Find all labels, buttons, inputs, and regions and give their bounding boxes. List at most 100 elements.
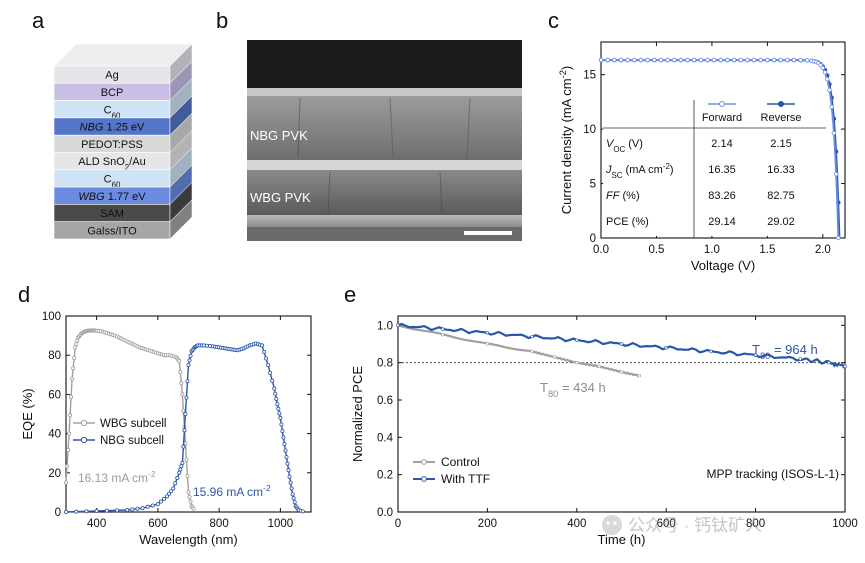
legend-label: Control: [441, 455, 480, 469]
data-point-nbg: [284, 455, 289, 460]
data-point-wbg: [73, 345, 78, 350]
data-point-forward: [738, 57, 743, 63]
stack-layer-label: Galss/ITO: [87, 225, 137, 237]
annotation-wbg-jsc: 16.13 mA cm-2: [78, 469, 156, 485]
data-point-forward: [625, 57, 630, 63]
table-cell-reverse: 16.33: [767, 164, 795, 176]
data-point-wbg: [64, 480, 69, 485]
data-point-forward: [698, 57, 704, 63]
data-point-forward: [598, 57, 604, 63]
data-point-nbg: [179, 464, 184, 469]
data-point-nbg: [185, 379, 190, 384]
data-point-forward: [665, 57, 670, 63]
data-point-forward: [831, 130, 837, 136]
y-tick-label: 60: [48, 389, 61, 401]
x-axis-label: Time (h): [598, 532, 646, 547]
data-point-nbg: [74, 509, 79, 514]
data-point-forward: [836, 235, 841, 241]
data-point-nbg: [281, 435, 286, 440]
data-point-nbg: [84, 509, 89, 514]
x-tick-label: 400: [87, 518, 106, 530]
panel-letter-a: a: [32, 8, 45, 33]
data-point-forward: [833, 171, 839, 177]
data-point-nbg: [173, 481, 178, 486]
data-point-ttf: [396, 323, 400, 328]
x-tick-label: 800: [210, 518, 229, 530]
data-point-nbg: [282, 442, 287, 447]
table-cell-reverse: 2.15: [770, 138, 791, 150]
stack-layer-label: SAM: [100, 208, 124, 220]
data-point-forward: [791, 57, 797, 63]
data-point-ttf: [575, 338, 579, 342]
data-point-control: [575, 360, 579, 365]
data-point-nbg: [125, 508, 130, 513]
data-point-forward: [605, 57, 610, 63]
data-point-control: [530, 349, 534, 354]
data-point-forward: [818, 62, 823, 68]
legend-marker: [80, 419, 88, 427]
data-point-nbg: [64, 509, 69, 514]
data-point-forward: [758, 57, 763, 63]
data-point-nbg: [104, 508, 109, 513]
data-point-forward: [827, 87, 832, 93]
legend-marker-forward: [719, 101, 725, 107]
data-point-forward: [745, 57, 750, 63]
stack-top-face: [53, 43, 193, 67]
data-point-nbg: [277, 411, 282, 416]
data-point-nbg: [187, 358, 192, 363]
y-axis-label: Normalized PCE: [350, 366, 365, 462]
y-tick-label: 10: [583, 124, 596, 136]
data-point-forward: [798, 57, 803, 63]
data-point-nbg: [181, 444, 186, 449]
data-point-ttf: [843, 364, 847, 369]
legend-marker: [421, 476, 427, 482]
table-cell-reverse: 82.75: [767, 190, 795, 202]
data-point-forward: [820, 65, 826, 71]
data-point-forward: [825, 77, 830, 82]
data-point-forward: [632, 57, 637, 63]
x-tick-label: 600: [657, 518, 676, 530]
legend-marker: [80, 436, 88, 444]
table-background: [603, 100, 811, 236]
plot-frame: [397, 315, 846, 513]
data-point-forward: [658, 57, 664, 63]
panel-letter-d: d: [18, 282, 30, 307]
data-point-nbg: [167, 491, 172, 496]
y-axis-label: Current density (mA cm-2): [558, 66, 574, 214]
data-point-control: [552, 355, 557, 359]
x-tick-label: 1000: [268, 518, 294, 530]
data-point-wbg: [65, 464, 70, 469]
table-header-forward: Forward: [702, 112, 742, 124]
table-cell-forward: 2.14: [711, 138, 732, 150]
y-tick-label: 100: [42, 311, 61, 323]
y-axis-label: EQE (%): [20, 388, 35, 439]
x-tick-label: 2.0: [815, 244, 831, 256]
y-tick-label: 0.6: [377, 395, 393, 407]
stack-layer-label: C60: [104, 173, 121, 189]
stack-layer-label: Ag: [105, 70, 118, 82]
data-point-nbg: [184, 395, 189, 400]
data-point-forward: [778, 57, 783, 63]
x-tick-label: 0: [395, 518, 401, 530]
data-point-nbg: [268, 370, 273, 375]
table-cell-forward: 29.14: [708, 216, 736, 228]
data-point-wbg: [179, 381, 184, 386]
chart-stability: 0 200 400 600 800 1000 0.0 0.2 0.4 0.6 0.8 1.0 Time …: [350, 315, 858, 547]
x-tick-label: 800: [746, 518, 765, 530]
data-point-nbg: [273, 391, 278, 396]
data-point-forward: [645, 57, 650, 63]
data-point-nbg: [161, 496, 166, 501]
panel-letter-b: b: [216, 8, 228, 33]
data-point-forward: [805, 58, 810, 63]
sem-label-wbg: WBG PVK: [250, 190, 311, 205]
table-cell-reverse: 29.02: [767, 216, 795, 228]
wechat-icon: [602, 515, 622, 535]
data-point-nbg: [279, 422, 284, 427]
data-point-forward: [618, 57, 624, 63]
data-point-ttf: [753, 353, 758, 357]
x-axis-label: Voltage (V): [691, 258, 755, 273]
data-point-wbg: [177, 359, 182, 364]
data-point-forward: [612, 57, 617, 63]
data-point-forward: [785, 57, 790, 63]
